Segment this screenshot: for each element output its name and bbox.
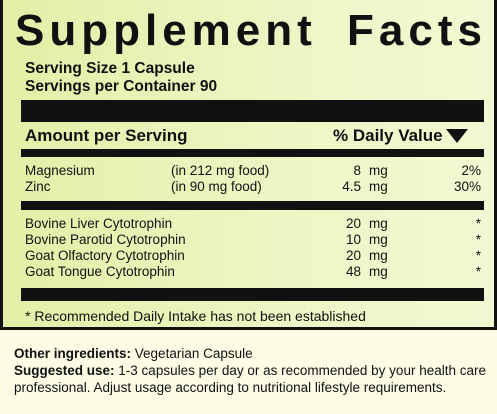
suggested-use-label: Suggested use:: [14, 363, 115, 378]
title-word-supplement: Supplement: [15, 6, 317, 55]
ingredient-amount: 20: [345, 248, 361, 263]
nutrient-unit: mg: [369, 179, 388, 194]
panel-title: Supplement Facts: [15, 6, 487, 56]
servings-per-container: Servings per Container 90: [25, 78, 218, 95]
nutrient-daily-value: 2%: [461, 163, 481, 178]
medium-divider: [21, 149, 484, 157]
nutrient-amount: 8: [353, 163, 361, 178]
ingredient-row: Goat Olfactory Cytotrophin 20 mg *: [25, 248, 481, 264]
ingredient-unit: mg: [369, 216, 388, 231]
nutrient-unit: mg: [369, 163, 388, 178]
suggested-use-text-2: professional. Adjust usage according to …: [14, 380, 447, 395]
triangle-down-icon: [445, 129, 468, 143]
nutrient-name: Zinc: [25, 179, 51, 194]
daily-value-label: % Daily Value: [333, 126, 443, 145]
nutrient-food-source: (in 90 mg food): [171, 179, 262, 194]
ingredient-name: Bovine Parotid Cytotrophin: [25, 232, 186, 247]
ingredient-amount: 20: [345, 216, 361, 231]
ingredient-name: Goat Olfactory Cytotrophin: [25, 248, 185, 263]
nutrient-food-source: (in 212 mg food): [171, 163, 270, 178]
ingredient-daily-value: *: [475, 264, 481, 279]
ingredient-daily-value: *: [475, 232, 481, 247]
thick-divider-bottom: [21, 288, 484, 301]
ingredient-unit: mg: [369, 248, 388, 263]
ingredient-amount: 48: [345, 264, 361, 279]
ingredient-unit: mg: [369, 264, 388, 279]
ingredient-name: Bovine Liver Cytotrophin: [25, 216, 173, 231]
serving-size: Serving Size 1 Capsule: [25, 60, 195, 77]
nutrient-amount: 4.5: [342, 179, 361, 194]
other-ingredients-value: Vegetarian Capsule: [134, 346, 253, 361]
ingredient-amount: 10: [345, 232, 361, 247]
other-ingredients-label: Other ingredients:: [14, 346, 132, 361]
other-ingredients-line: Other ingredients: Vegetarian Capsule: [14, 345, 489, 362]
suggested-use-text-1: 1-3 capsules per day or as recommended b…: [118, 363, 486, 378]
nutrient-daily-value: 30%: [453, 179, 481, 194]
nutrient-row: Zinc (in 90 mg food) 4.5 mg 30%: [25, 179, 481, 195]
nutrient-name: Magnesium: [25, 163, 95, 178]
supplement-facts-panel: Supplement Facts Serving Size 1 Capsule …: [0, 0, 497, 330]
ingredient-daily-value: *: [475, 248, 481, 263]
daily-value-header: % Daily Value: [333, 126, 468, 146]
ingredient-daily-value: *: [475, 216, 481, 231]
ingredient-row: Bovine Liver Cytotrophin 20 mg *: [25, 216, 481, 232]
suggested-use-line: Suggested use: 1-3 capsules per day or a…: [14, 362, 489, 379]
thick-divider-top: [21, 100, 484, 122]
title-word-facts: Facts: [347, 6, 487, 55]
daily-intake-footnote: * Recommended Daily Intake has not been …: [25, 308, 366, 324]
ingredient-row: Bovine Parotid Cytotrophin 10 mg *: [25, 232, 481, 248]
ingredient-name: Goat Tongue Cytotrophin: [25, 264, 175, 279]
ingredient-unit: mg: [369, 232, 388, 247]
amount-per-serving-header: Amount per Serving: [25, 126, 188, 145]
section-divider: [21, 201, 484, 210]
nutrient-row: Magnesium (in 212 mg food) 8 mg 2%: [25, 163, 481, 179]
ingredient-row: Goat Tongue Cytotrophin 48 mg *: [25, 264, 481, 280]
other-info: Other ingredients: Vegetarian Capsule Su…: [14, 345, 489, 396]
